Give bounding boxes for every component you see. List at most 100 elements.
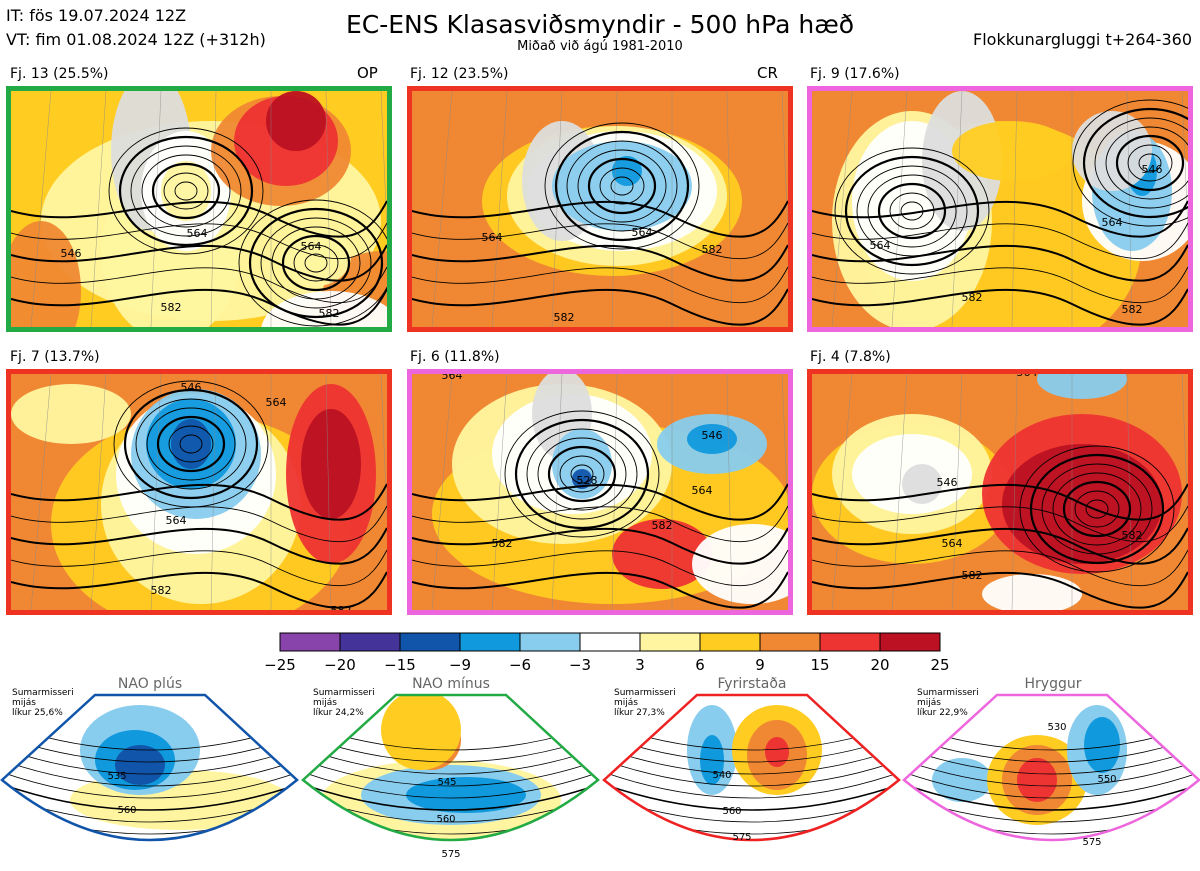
contour-label: 582 bbox=[554, 311, 575, 324]
height-contour bbox=[248, 207, 384, 319]
regime-height-contour bbox=[904, 779, 1199, 811]
cluster-map-panel: 564 546 564 582 582 bbox=[807, 369, 1193, 615]
colorbar-tick-label: 9 bbox=[755, 656, 765, 674]
height-contour bbox=[812, 222, 1188, 260]
contour-label: 564 bbox=[301, 240, 322, 253]
graticule-line bbox=[781, 374, 788, 521]
panel-3-label: Fj. 9 (17.6%) bbox=[810, 66, 900, 82]
height-contour bbox=[146, 407, 236, 481]
height-contour bbox=[11, 288, 387, 326]
contour-label: 582 bbox=[1122, 529, 1143, 542]
regime-height-contour bbox=[303, 779, 598, 811]
regime-contour-label: 535 bbox=[107, 771, 126, 782]
height-contour bbox=[11, 549, 387, 587]
colorbar-bin bbox=[399, 632, 461, 652]
height-contour bbox=[412, 266, 788, 304]
regime-fan-content bbox=[604, 695, 899, 840]
contour-label: 564 bbox=[870, 239, 891, 252]
regime-contour-label: 530 bbox=[1047, 722, 1066, 733]
regime-anomaly-lblue bbox=[1012, 849, 1042, 861]
contour-label: 546 bbox=[61, 247, 82, 260]
contour-label: 546 bbox=[702, 429, 723, 442]
regime-map: 530 550 575 bbox=[902, 693, 1200, 861]
height-contour bbox=[123, 388, 259, 500]
colorbar-tick-label: −3 bbox=[569, 656, 591, 674]
regime-map: 535 560 bbox=[0, 693, 299, 842]
height-contour bbox=[141, 154, 231, 228]
height-contour bbox=[11, 571, 387, 609]
colorbar-tick-label: 20 bbox=[870, 656, 889, 674]
regime-fan-outline bbox=[902, 693, 1200, 842]
regime-4-note: Sumarmisseri mijás líkur 22,9% bbox=[917, 688, 997, 718]
height-contour bbox=[587, 157, 657, 215]
height-contour bbox=[412, 222, 788, 260]
graticule-line bbox=[90, 374, 107, 610]
cluster-window: Flokkunargluggi t+264-360 bbox=[973, 30, 1192, 49]
panel-1-svg: 564 546 564 582 582 bbox=[11, 91, 387, 327]
graticule-line bbox=[325, 374, 332, 610]
regime-height-contour bbox=[904, 755, 1199, 787]
height-contour bbox=[877, 182, 947, 240]
graticule-line bbox=[1181, 374, 1188, 521]
regime-height-contour bbox=[604, 743, 899, 775]
height-contour bbox=[812, 200, 1188, 238]
height-contour bbox=[281, 234, 351, 292]
height-contour bbox=[599, 167, 645, 205]
graticule-line bbox=[431, 374, 453, 610]
contour-label: 582 bbox=[652, 519, 673, 532]
contour-label: 546 bbox=[1142, 163, 1163, 176]
anomaly-dred-region bbox=[301, 409, 361, 519]
height-contour bbox=[151, 162, 221, 220]
height-contour bbox=[174, 181, 198, 201]
regime-fan-content bbox=[2, 695, 297, 840]
height-contour bbox=[1029, 453, 1165, 565]
graticule-line bbox=[891, 91, 908, 327]
height-contour bbox=[812, 571, 1188, 609]
graticule-line bbox=[90, 91, 107, 327]
height-contour bbox=[11, 483, 387, 521]
regime-contour-label: 560 bbox=[436, 814, 455, 825]
height-contour bbox=[412, 483, 788, 521]
graticule-line bbox=[726, 374, 733, 610]
contour-label: 564 bbox=[632, 226, 653, 239]
contour-label: 528 bbox=[577, 474, 598, 487]
regime-height-contour bbox=[904, 767, 1199, 799]
panel-5-label: Fj. 6 (11.8%) bbox=[410, 349, 500, 365]
colorbar-bin bbox=[879, 632, 941, 652]
panel-2-svg: 564 564 582 582 bbox=[412, 91, 788, 327]
colorbar-tick-label: 6 bbox=[695, 656, 705, 674]
regime-anomaly-red bbox=[1017, 758, 1057, 802]
cluster-map-panel: 564 546 564 582 582 bbox=[807, 86, 1193, 332]
height-contour bbox=[834, 147, 990, 275]
panel-5-svg: 564 546 528 564 582 582 bbox=[412, 374, 788, 610]
colorbar-bin bbox=[339, 632, 401, 652]
regime-4-season: Sumarmisseri bbox=[917, 688, 979, 698]
colorbar-tick-label: −20 bbox=[324, 656, 356, 674]
cluster-map-panel: 564 546 528 564 582 582 bbox=[407, 369, 793, 615]
height-contour bbox=[11, 505, 387, 543]
regime-1-mean: mijás bbox=[12, 698, 36, 708]
contour-label: 564 bbox=[166, 514, 187, 527]
graticule-line bbox=[431, 91, 453, 327]
height-contour bbox=[179, 434, 203, 454]
anomaly-lblue-region bbox=[552, 429, 612, 499]
anomaly-orange-region bbox=[11, 221, 81, 327]
height-contour bbox=[304, 253, 328, 273]
height-contour bbox=[559, 455, 605, 493]
graticule-line bbox=[611, 374, 618, 610]
regime-contour-label: 575 bbox=[732, 832, 751, 843]
colorbar-bin bbox=[639, 632, 701, 652]
height-contour bbox=[135, 398, 247, 490]
height-contour bbox=[554, 130, 690, 242]
regime-height-contour bbox=[303, 755, 598, 787]
anomaly-pale-region bbox=[161, 161, 211, 221]
graticule-line bbox=[380, 91, 387, 238]
graticule-line bbox=[150, 374, 162, 610]
panel-4-label: Fj. 7 (13.7%) bbox=[10, 349, 100, 365]
contour-label: 564 bbox=[266, 396, 287, 409]
regime-contour-label: 575 bbox=[1082, 837, 1101, 848]
height-contour bbox=[1074, 490, 1120, 528]
height-contour bbox=[293, 244, 339, 282]
height-contour bbox=[163, 172, 209, 210]
regime-map: 545 560 575 bbox=[301, 693, 600, 860]
